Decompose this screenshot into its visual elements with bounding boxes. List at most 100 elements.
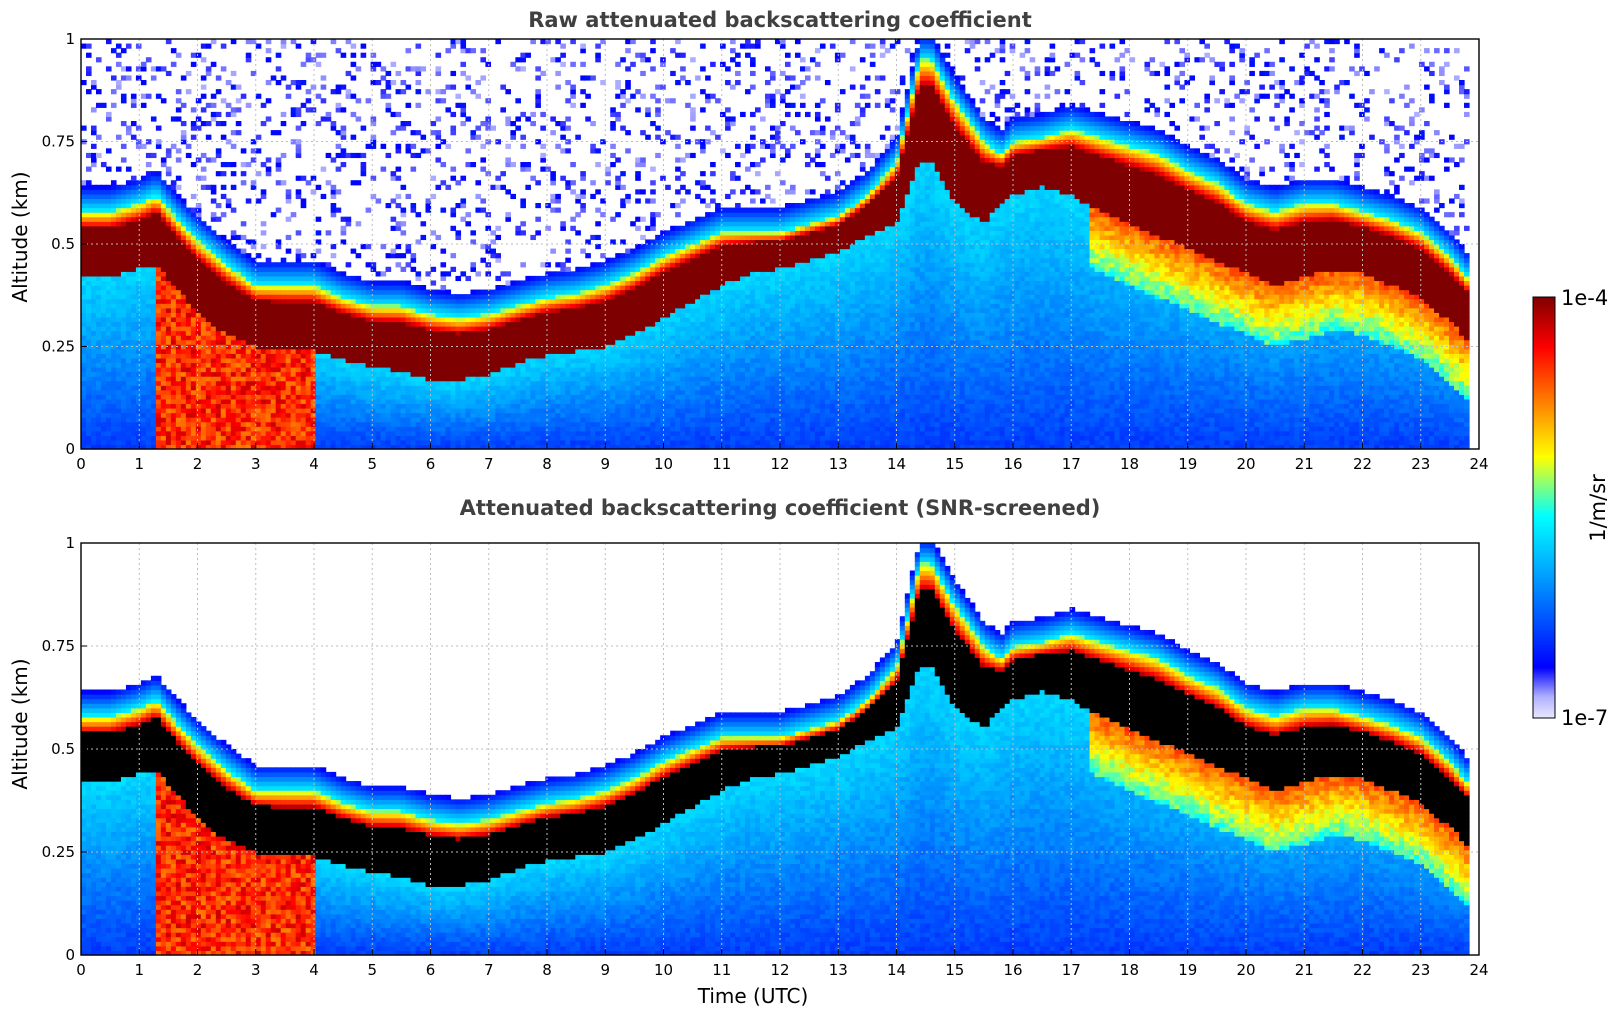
heatmap-cell (161, 326, 167, 331)
heatmap-cell (106, 221, 112, 226)
heatmap-cell (116, 194, 122, 199)
heatmap-cell (276, 290, 282, 295)
heatmap-cell (191, 299, 197, 304)
heatmap-cell (181, 271, 187, 276)
heatmap-cell (411, 353, 417, 358)
heatmap-cell (316, 435, 322, 440)
heatmap-cell (485, 358, 491, 363)
heatmap-cell (186, 226, 192, 231)
heatmap-cell (490, 253, 496, 258)
heatmap-cell (510, 435, 516, 440)
heatmap-cell (540, 290, 546, 295)
heatmap-cell (396, 335, 402, 340)
heatmap-cell (401, 230, 407, 235)
heatmap-cell (386, 312, 392, 317)
heatmap-cell (336, 413, 342, 418)
heatmap-cell (351, 340, 357, 345)
heatmap-cell (241, 221, 247, 226)
heatmap-cell (460, 176, 466, 181)
heatmap-cell (126, 235, 132, 240)
heatmap-cell (376, 426, 382, 431)
heatmap-cell (266, 413, 272, 418)
heatmap-cell (361, 353, 367, 358)
heatmap-cell (136, 144, 142, 149)
heatmap-cell (111, 353, 117, 358)
heatmap-cell (560, 385, 566, 390)
heatmap-cell (166, 335, 172, 340)
heatmap-cell (81, 290, 87, 295)
heatmap-cell (91, 203, 97, 208)
heatmap-cell (151, 299, 157, 304)
heatmap-cell (101, 431, 107, 436)
heatmap-cell (435, 98, 441, 103)
heatmap-cell (261, 312, 267, 317)
heatmap-cell (411, 426, 417, 431)
heatmap-cell (86, 431, 92, 436)
heatmap-cell (206, 376, 212, 381)
heatmap-cell (460, 308, 466, 313)
heatmap-cell (281, 303, 287, 308)
heatmap-cell (286, 381, 292, 386)
heatmap-cell (480, 362, 486, 367)
heatmap-cell (156, 403, 162, 408)
heatmap-cell (505, 326, 511, 331)
heatmap-cell (371, 349, 377, 354)
heatmap-cell (341, 271, 347, 276)
heatmap-cell (500, 303, 506, 308)
heatmap-cell (475, 290, 481, 295)
heatmap-cell (236, 353, 242, 358)
heatmap-cell (121, 358, 127, 363)
heatmap-cell (121, 308, 127, 313)
heatmap-cell (151, 394, 157, 399)
heatmap-cell (106, 253, 112, 258)
heatmap-cell (281, 417, 287, 422)
heatmap-cell (386, 385, 392, 390)
heatmap-cell (480, 303, 486, 308)
heatmap-cell (470, 162, 476, 167)
heatmap-cell (421, 335, 427, 340)
heatmap-cell (381, 435, 387, 440)
heatmap-cell (191, 353, 197, 358)
heatmap-cell (246, 413, 252, 418)
heatmap-cell (540, 335, 546, 340)
heatmap-cell (126, 294, 132, 299)
heatmap-cell (181, 321, 187, 326)
heatmap-cell (176, 280, 182, 285)
heatmap-cell (550, 294, 556, 299)
heatmap-cell (505, 413, 511, 418)
heatmap-cell (206, 431, 212, 436)
heatmap-cell (136, 422, 142, 427)
heatmap-cell (131, 349, 137, 354)
heatmap-cell (396, 440, 402, 445)
heatmap-cell (421, 394, 427, 399)
heatmap-cell (550, 249, 556, 254)
heatmap-cell (445, 290, 451, 295)
heatmap-cell (296, 230, 302, 235)
heatmap-cell (151, 431, 157, 436)
heatmap-cell (121, 212, 127, 217)
heatmap-cell (485, 121, 491, 126)
heatmap-cell (515, 408, 521, 413)
heatmap-cell (261, 394, 267, 399)
heatmap-cell (376, 340, 382, 345)
heatmap-cell (525, 372, 531, 377)
heatmap-cell (241, 299, 247, 304)
heatmap-cell (216, 362, 222, 367)
heatmap-cell (161, 331, 167, 336)
heatmap-cell (211, 94, 217, 99)
heatmap-cell (236, 258, 242, 263)
heatmap-cell (445, 299, 451, 304)
heatmap-cell (246, 271, 252, 276)
heatmap-cell (106, 435, 112, 440)
heatmap-cell (321, 403, 327, 408)
heatmap-cell (301, 203, 307, 208)
heatmap-cell (336, 276, 342, 281)
heatmap-cell (401, 121, 407, 126)
heatmap-cell (201, 299, 207, 304)
heatmap-cell (271, 317, 277, 322)
heatmap-cell (361, 53, 367, 58)
heatmap-cell (346, 394, 352, 399)
heatmap-cell (106, 299, 112, 304)
heatmap-cell (421, 312, 427, 317)
heatmap-cell (505, 317, 511, 322)
